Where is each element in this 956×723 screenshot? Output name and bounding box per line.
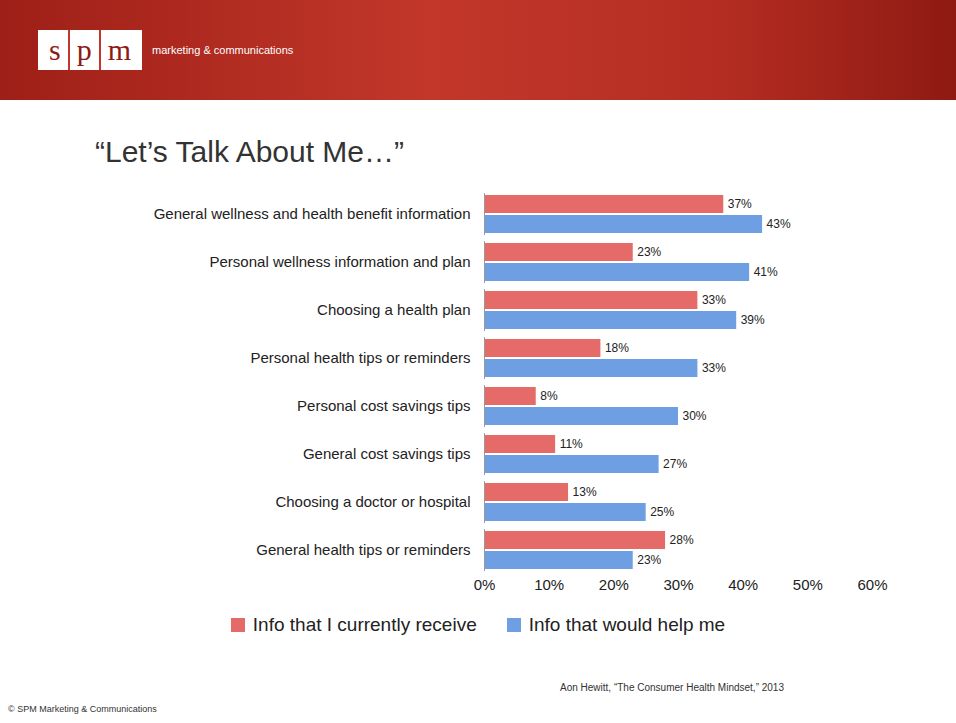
html-text:m: m (107, 33, 131, 66)
svg-text:33%: 33% (702, 361, 726, 375)
svg-text:40%: 40% (728, 576, 758, 593)
svg-text:25%: 25% (650, 505, 674, 519)
svg-text:23%: 23% (637, 245, 661, 259)
svg-text:18%: 18% (605, 341, 629, 355)
svg-text:27%: 27% (663, 457, 687, 471)
svg-text:30%: 30% (683, 409, 707, 423)
svg-text:Choosing a health plan: Choosing a health plan (317, 301, 470, 318)
svg-text:60%: 60% (857, 576, 887, 593)
svg-text:General cost savings tips: General cost savings tips (303, 445, 471, 462)
html-text:“Let’s Talk About Me…”: “Let’s Talk About Me…” (95, 135, 404, 168)
svg-text:37%: 37% (728, 197, 752, 211)
svg-text:Personal wellness information: Personal wellness information and plan (210, 253, 471, 270)
svg-text:10%: 10% (534, 576, 564, 593)
svg-text:0%: 0% (474, 576, 496, 593)
svg-text:30%: 30% (663, 576, 693, 593)
svg-text:50%: 50% (793, 576, 823, 593)
html-text:Aon Hewitt, “The Consumer Heal: Aon Hewitt, “The Consumer Health Mindset… (560, 682, 784, 693)
svg-text:General wellness and health be: General wellness and health benefit info… (154, 205, 471, 222)
svg-text:General health tips or reminde: General health tips or reminders (256, 541, 470, 558)
svg-text:Personal health tips or remind: Personal health tips or reminders (250, 349, 470, 366)
svg-text:28%: 28% (670, 533, 694, 547)
svg-text:41%: 41% (754, 265, 778, 279)
html-text:s: s (49, 33, 61, 66)
html-text:Info that I currently receive: Info that I currently receive (252, 614, 477, 635)
html-text:Info that would help me: Info that would help me (528, 614, 726, 635)
html-text:marketing & communications: marketing & communications (152, 44, 294, 56)
svg-text:11%: 11% (560, 437, 583, 451)
svg-text:33%: 33% (702, 293, 726, 307)
html-text:p: p (76, 33, 92, 66)
svg-text:39%: 39% (741, 313, 765, 327)
svg-text:20%: 20% (599, 576, 629, 593)
svg-text:8%: 8% (540, 389, 558, 403)
svg-text:13%: 13% (573, 485, 597, 499)
svg-text:Personal cost savings tips: Personal cost savings tips (297, 397, 470, 414)
svg-text:43%: 43% (767, 217, 791, 231)
svg-text:23%: 23% (637, 553, 661, 567)
svg-text:Choosing a doctor or hospital: Choosing a doctor or hospital (275, 493, 470, 510)
html-text:© SPM Marketing & Communicatio: © SPM Marketing & Communications (8, 704, 157, 714)
